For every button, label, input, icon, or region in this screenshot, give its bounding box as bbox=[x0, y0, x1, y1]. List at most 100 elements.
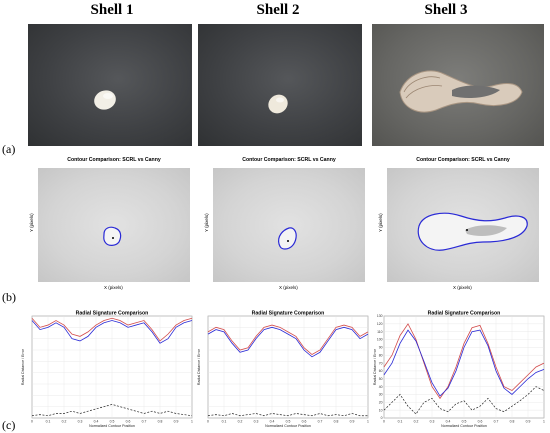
y-tick-label: 40 bbox=[379, 385, 383, 389]
error-series-line bbox=[31, 404, 193, 417]
contour-shape-shell-1 bbox=[103, 226, 122, 246]
row-label-c: (c) bbox=[2, 418, 16, 432]
chart-title: Radial Signature Comparison bbox=[76, 311, 149, 317]
y-tick-label: 0 bbox=[381, 416, 383, 420]
canny-series-line bbox=[31, 317, 193, 342]
canny-series-line bbox=[207, 324, 369, 356]
x-tick-label: 0.1 bbox=[222, 420, 227, 424]
contour-panel-shell-3: Contour Comparison: SCRL vs Canny X (pix… bbox=[378, 157, 539, 290]
x-tick-label: 0.3 bbox=[430, 420, 435, 424]
x-tick-label: 0.4 bbox=[270, 420, 275, 424]
radial-chart-svg-2: 0 0.1 0.2 0.3 0.4 0.5 0.6 0.7 0.8 0.9 1 Radial Sign… bbox=[197, 311, 369, 429]
contour-title: Contour Comparison: SCRL vs Canny bbox=[67, 157, 161, 163]
x-axis-label: Normalized Contour Position bbox=[441, 424, 487, 428]
scrl-series-line bbox=[207, 326, 369, 358]
x-tick-label: 0.2 bbox=[414, 420, 419, 424]
x-tick-label: 0 bbox=[383, 420, 385, 424]
x-tick-label: 0.7 bbox=[142, 420, 147, 424]
contour-panel-shell-1: Contour Comparison: SCRL vs Canny X (pix… bbox=[29, 157, 190, 290]
y-tick-label: 100 bbox=[377, 338, 383, 342]
x-tick-label: 0.5 bbox=[110, 420, 115, 424]
error-series-line bbox=[207, 413, 368, 417]
canny-series-line bbox=[383, 323, 545, 400]
y-tick-label: 10 bbox=[379, 408, 383, 412]
x-tick-label: 0.2 bbox=[238, 420, 243, 424]
x-axis-label: Normalized Contour Position bbox=[265, 424, 311, 428]
radial-chart-svg-3: 0 0.1 0.2 0.3 0.4 0.5 0.6 0.7 0.8 0.9 101020304050… bbox=[373, 311, 545, 429]
column-title-shell-2: Shell 2 bbox=[256, 2, 300, 18]
contour-panel-shell-2: Contour Comparison: SCRL vs Canny X (pix… bbox=[204, 157, 365, 290]
x-tick-label: 0 bbox=[207, 420, 209, 424]
x-tick-label: 0.6 bbox=[126, 420, 131, 424]
column-title-shell-3: Shell 3 bbox=[424, 2, 468, 18]
photo-shell-1 bbox=[28, 24, 192, 146]
contour-xlabel: X (pixels) bbox=[104, 285, 123, 290]
y-tick-label: 130 bbox=[377, 314, 383, 318]
contour-title: Contour Comparison: SCRL vs Canny bbox=[242, 157, 336, 163]
contour-title: Contour Comparison: SCRL vs Canny bbox=[416, 157, 510, 163]
y-tick-label: 30 bbox=[379, 393, 383, 397]
x-tick-label: 0.8 bbox=[510, 420, 515, 424]
contour-ylabel: Y (pixels) bbox=[378, 213, 383, 232]
contour-shape-shell-3 bbox=[417, 212, 528, 251]
column-title-shell-1: Shell 1 bbox=[90, 2, 134, 18]
contour-ylabel: Y (pixels) bbox=[204, 213, 209, 232]
x-tick-label: 0.5 bbox=[462, 420, 467, 424]
contour-xlabel: X (pixels) bbox=[279, 285, 298, 290]
row-label-a: (a) bbox=[2, 142, 16, 156]
contour-ylabel: Y (pixels) bbox=[29, 213, 34, 232]
x-tick-label: 0.8 bbox=[334, 420, 339, 424]
y-tick-label: 20 bbox=[379, 401, 383, 405]
radial-chart-1: 0 0.1 0.2 0.3 0.4 0.5 0.6 0.7 0.8 0.9 1 Radial Sign… bbox=[18, 308, 198, 429]
photo-shell-3 bbox=[372, 24, 544, 146]
x-tick-label: 1 bbox=[191, 420, 193, 424]
photo-shell-2 bbox=[198, 24, 362, 146]
x-tick-label: 0.1 bbox=[398, 420, 403, 424]
x-tick-label: 0.7 bbox=[318, 420, 323, 424]
error-series-line bbox=[383, 386, 545, 415]
x-tick-label: 0.9 bbox=[350, 420, 355, 424]
x-tick-label: 0.5 bbox=[286, 420, 291, 424]
y-tick-label: 50 bbox=[379, 377, 383, 381]
x-tick-label: 0.7 bbox=[494, 420, 499, 424]
x-tick-label: 0 bbox=[31, 420, 33, 424]
x-tick-label: 0.2 bbox=[62, 420, 67, 424]
x-tick-label: 0.6 bbox=[302, 420, 307, 424]
y-tick-label: 60 bbox=[379, 369, 383, 373]
x-tick-label: 1 bbox=[367, 420, 369, 424]
x-axis-label: Normalized Contour Position bbox=[89, 424, 135, 428]
radial-chart-svg-1: 0 0.1 0.2 0.3 0.4 0.5 0.6 0.7 0.8 0.9 1 Radial Sign… bbox=[21, 311, 193, 429]
contour-xlabel: X (pixels) bbox=[453, 285, 472, 290]
x-tick-label: 0.4 bbox=[94, 420, 99, 424]
contour-background bbox=[213, 168, 365, 282]
y-tick-label: 120 bbox=[377, 322, 383, 326]
x-tick-label: 0.8 bbox=[158, 420, 163, 424]
x-tick-label: 0.1 bbox=[46, 420, 51, 424]
radial-chart-3: 0 0.1 0.2 0.3 0.4 0.5 0.6 0.7 0.8 0.9 1 0 10 20 30 40 50… bbox=[370, 308, 550, 429]
y-axis-label: Radial Distance / Error bbox=[197, 348, 201, 385]
x-tick-label: 0.4 bbox=[446, 420, 451, 424]
y-tick-label: 80 bbox=[379, 353, 383, 357]
chart-title: Radial Signature Comparison bbox=[252, 311, 325, 317]
x-tick-label: 0.3 bbox=[254, 420, 259, 424]
x-tick-label: 1 bbox=[543, 420, 545, 424]
y-tick-label: 110 bbox=[377, 330, 383, 334]
y-tick-label: 70 bbox=[379, 361, 383, 365]
x-tick-label: 0.9 bbox=[526, 420, 531, 424]
y-axis-label: Radial Distance / Error bbox=[21, 348, 25, 385]
x-tick-label: 0.9 bbox=[174, 420, 179, 424]
x-tick-label: 0.6 bbox=[478, 420, 483, 424]
shell-3-image bbox=[399, 70, 523, 113]
chart-title: Radial Signature Comparison bbox=[428, 311, 501, 317]
shell-1-image bbox=[94, 90, 116, 110]
x-tick-label: 0.3 bbox=[78, 420, 83, 424]
contour-shape-shell-2 bbox=[278, 227, 297, 250]
y-axis-label: Radial Distance / Error bbox=[373, 348, 377, 385]
y-tick-label: 90 bbox=[379, 346, 383, 350]
shell-2-image bbox=[268, 94, 288, 114]
scrl-series-line bbox=[383, 329, 545, 397]
contour-background bbox=[38, 168, 190, 282]
scrl-series-line bbox=[31, 320, 193, 344]
radial-chart-2: 0 0.1 0.2 0.3 0.4 0.5 0.6 0.7 0.8 0.9 1 Radial Sign… bbox=[194, 308, 374, 429]
row-label-b: (b) bbox=[2, 290, 16, 304]
